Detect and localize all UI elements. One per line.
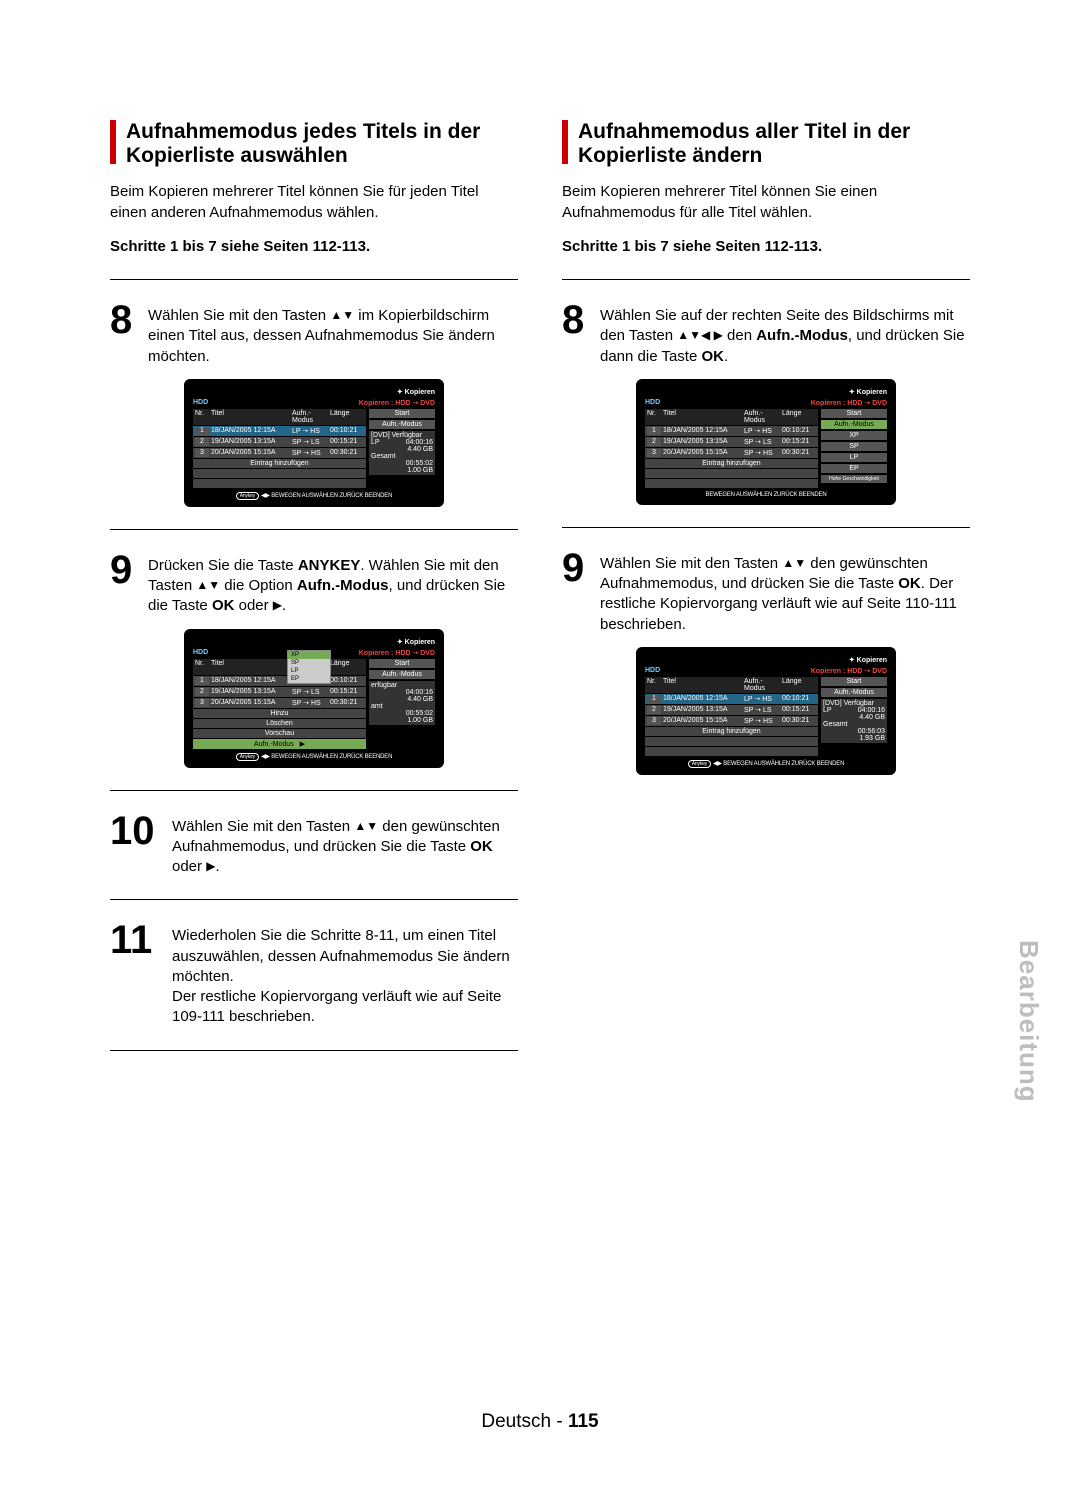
page-footer: Deutsch - 115 (0, 1411, 1080, 1433)
separator (110, 279, 518, 280)
left-intro: Beim Kopieren mehrerer Titel können Sie … (110, 182, 518, 223)
separator (110, 790, 518, 791)
heading-bar-icon (110, 120, 116, 164)
side-mode-highlight: Aufn.-Modus (821, 420, 887, 429)
screen-footer: Anykey◀▶ BEWEGEN AUSWÄHLEN ZURÜCK BEENDE… (193, 492, 435, 500)
step-number: 11 (110, 922, 166, 958)
heading-bar-icon (562, 120, 568, 164)
copy-table: Nr.TitelAufn.-ModusLänge 118/JAN/2005 12… (193, 409, 366, 488)
step-text: Wählen Sie auf der rechten Seite des Bil… (600, 302, 970, 367)
popup-loeschen: Löschen (193, 719, 366, 728)
right-column: Aufnahmemodus aller Titel in der Kopierl… (562, 120, 970, 1073)
step-8-right: 8 Wählen Sie auf der rechten Seite des B… (562, 302, 970, 367)
left-heading: Aufnahmemodus jedes Titels in der Kopier… (126, 120, 518, 168)
separator (562, 279, 970, 280)
screen-anykey-popup: Kopieren HDDKopieren : HDD ➝ DVD Nr.Tite… (184, 629, 444, 768)
table-row: 219/JAN/2005 13:15ASP ➝ LS00:15:21 (193, 437, 366, 447)
screen-header: HDDKopieren : HDD ➝ DVD (193, 399, 435, 407)
screen-title: Kopieren (193, 388, 435, 396)
step-number: 9 (562, 550, 594, 586)
right-heading: Aufnahmemodus aller Titel in der Kopierl… (578, 120, 970, 168)
updown-icon: ▲▼ (782, 556, 806, 570)
step-10: 10 Wählen Sie mit den Tasten ▲▼ den gewü… (110, 813, 518, 878)
table-row: 320/JAN/2005 15:15ASP ➝ HS00:30:21 (645, 716, 818, 726)
footer-page-number: 115 (568, 1411, 599, 1432)
udlr-icon: ▲▼◀ ▶ (677, 328, 723, 342)
step-8: 8 Wählen Sie mit den Tasten ▲▼ im Kopier… (110, 302, 518, 367)
right-schritte: Schritte 1 bis 7 siehe Seiten 112-113. (562, 237, 970, 257)
right-intro: Beim Kopieren mehrerer Titel können Sie … (562, 182, 970, 223)
screen-copy-list: Kopieren HDDKopieren : HDD ➝ DVD Nr.Tite… (184, 379, 444, 507)
table-row: 118/JAN/2005 12:15ALP ➝ HS00:10:21 (645, 426, 818, 436)
table-row: 320/JAN/2005 15:15ASP ➝ HS00:30:21 (645, 448, 818, 458)
step-text: Drücken Sie die Taste ANYKEY. Wählen Sie… (148, 552, 518, 617)
step-number: 9 (110, 552, 142, 588)
left-column: Aufnahmemodus jedes Titels in der Kopier… (110, 120, 518, 1073)
table-row: 320/JAN/2005 15:15ASP ➝ HS00:30:21 (193, 448, 366, 458)
table-row: 118/JAN/2005 12:15ALP ➝ HS00:10:21 (193, 676, 366, 686)
side-panel: Start Aufn.-Modus [DVD] VerfügbarLP04:00… (369, 409, 435, 488)
mode-popup: XP SP LP EP (287, 650, 331, 684)
popup-hinzu: Hinzu (193, 709, 366, 718)
heading-wrap: Aufnahmemodus aller Titel in der Kopierl… (562, 120, 970, 168)
columns: Aufnahmemodus jedes Titels in der Kopier… (110, 120, 980, 1073)
step-text: Wählen Sie mit den Tasten ▲▼ im Kopierbi… (148, 302, 518, 367)
separator (110, 529, 518, 530)
screen-copy-result-right: Kopieren HDDKopieren : HDD ➝ DVD Nr.Tite… (636, 647, 896, 775)
table-row: 219/JAN/2005 13:15ASP ➝ LS00:15:21 (645, 705, 818, 715)
step-text: Wählen Sie mit den Tasten ▲▼ den gewünsc… (600, 550, 970, 635)
side-tab-label: Bearbeitung (1013, 940, 1044, 1103)
step-9-right: 9 Wählen Sie mit den Tasten ▲▼ den gewün… (562, 550, 970, 635)
step-11: 11 Wiederholen Sie die Schritte 8-11, um… (110, 922, 518, 1027)
right-icon: ▶ (273, 598, 282, 612)
step-number: 8 (562, 302, 594, 338)
side-mode: Aufn.-Modus (369, 420, 435, 429)
left-schritte: Schritte 1 bis 7 siehe Seiten 112-113. (110, 237, 518, 257)
footer-lang: Deutsch - (481, 1411, 568, 1432)
step-number: 8 (110, 302, 142, 338)
step-9: 9 Drücken Sie die Taste ANYKEY. Wählen S… (110, 552, 518, 617)
separator (110, 1050, 518, 1051)
empty-row (193, 479, 366, 488)
add-entry-row: Eintrag hinzufügen (193, 459, 366, 468)
step-number: 10 (110, 813, 166, 849)
updown-icon: ▲▼ (354, 819, 378, 833)
separator (110, 899, 518, 900)
side-start: Start (369, 409, 435, 418)
separator (562, 527, 970, 528)
table-row: 320/JAN/2005 15:15ASP ➝ HS00:30:21 (193, 698, 366, 708)
table-row: 118/JAN/2005 12:15ALP ➝ HS00:10:21 (193, 426, 366, 436)
popup-vorschau: Vorschau (193, 729, 366, 738)
screen-mode-select-right: Kopieren HDDKopieren : HDD ➝ DVD Nr.Tite… (636, 379, 896, 505)
updown-icon: ▲▼ (196, 578, 220, 592)
updown-icon: ▲▼ (330, 308, 354, 322)
table-row: 219/JAN/2005 13:15ASP ➝ LS00:15:21 (645, 437, 818, 447)
popup-aufn-modus: Aufn.-Modus ▶ (193, 739, 366, 749)
step-text: Wiederholen Sie die Schritte 8-11, um ei… (172, 922, 518, 1027)
table-row: 118/JAN/2005 12:15ALP ➝ HS00:10:21 (645, 694, 818, 704)
heading-wrap: Aufnahmemodus jedes Titels in der Kopier… (110, 120, 518, 168)
empty-row (193, 469, 366, 478)
page: Aufnahmemodus jedes Titels in der Kopier… (0, 0, 1080, 1487)
step-text: Wählen Sie mit den Tasten ▲▼ den gewünsc… (172, 813, 518, 878)
table-row: 219/JAN/2005 13:15ASP ➝ LS00:15:21 (193, 687, 366, 697)
